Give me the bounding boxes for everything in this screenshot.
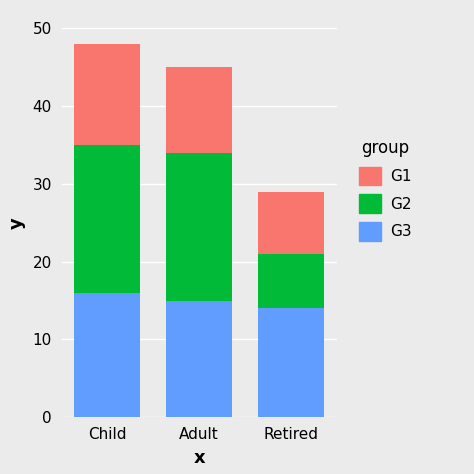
- Bar: [74, 293, 140, 417]
- Y-axis label: y: y: [8, 217, 26, 228]
- Legend: G1, G2, G3: G1, G2, G3: [353, 133, 419, 247]
- Bar: [166, 153, 232, 301]
- Bar: [74, 44, 140, 145]
- X-axis label: x: x: [193, 449, 205, 467]
- Bar: [258, 254, 324, 308]
- Bar: [258, 308, 324, 417]
- Bar: [258, 191, 324, 254]
- Bar: [166, 301, 232, 417]
- Bar: [166, 67, 232, 153]
- Bar: [74, 145, 140, 293]
